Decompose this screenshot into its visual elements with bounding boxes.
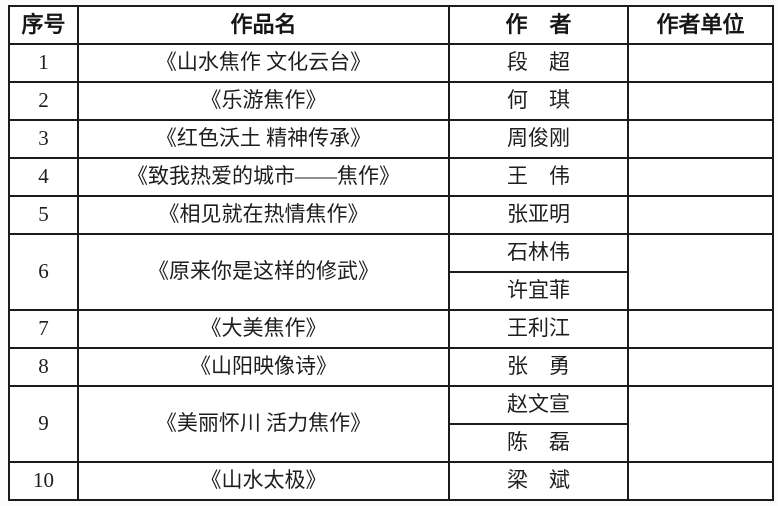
- author-cell: 陈 磊: [448, 423, 629, 463]
- table-row: 8 《山阳映像诗》 张 勇: [8, 347, 774, 387]
- table-row: 4 《致我热爱的城市——焦作》 王 伟: [8, 157, 774, 197]
- author-cell: 何 琪: [448, 81, 629, 121]
- unit-cell: [627, 347, 774, 387]
- col-header-serial: 序号: [8, 5, 79, 45]
- author-cell: 段 超: [448, 43, 629, 83]
- author-cell: 王利江: [448, 309, 629, 349]
- unit-cell: [627, 385, 774, 463]
- title-cell: 《山阳映像诗》: [77, 347, 450, 387]
- table-row: 2 《乐游焦作》 何 琪: [8, 81, 774, 121]
- table-row: 7 《大美焦作》 王利江: [8, 309, 774, 349]
- author-cell: 许宜菲: [448, 271, 629, 311]
- title-cell: 《山水焦作 文化云台》: [77, 43, 450, 83]
- author-cell: 梁 斌: [448, 461, 629, 501]
- title-cell: 《致我热爱的城市——焦作》: [77, 157, 450, 197]
- unit-cell: [627, 43, 774, 83]
- unit-cell: [627, 233, 774, 311]
- serial-cell: 1: [8, 43, 79, 83]
- unit-cell: [627, 119, 774, 159]
- unit-cell: [627, 309, 774, 349]
- col-header-title: 作品名: [77, 5, 450, 45]
- table-subrow: 陈 磊: [9, 423, 773, 463]
- table-row: 6 《原来你是这样的修武》 石林伟: [8, 233, 774, 311]
- table-row: 1 《山水焦作 文化云台》 段 超: [8, 43, 774, 83]
- table-row: 10 《山水太极》 梁 斌: [8, 461, 774, 501]
- serial-cell: 8: [8, 347, 79, 387]
- author-cell: 石林伟: [448, 233, 629, 273]
- header-row: 序号 作品名 作 者 作者单位: [8, 5, 774, 45]
- serial-cell: 6: [8, 233, 79, 311]
- title-cell: 《乐游焦作》: [77, 81, 450, 121]
- serial-cell: 4: [8, 157, 79, 197]
- document-page: 序号 作品名 作 者 作者单位 1 《山水焦作 文化云台》 段 超 2 《乐游焦…: [8, 5, 774, 501]
- author-cell: 赵文宣: [448, 385, 629, 425]
- unit-cell: [627, 195, 774, 235]
- title-cell: 《红色沃土 精神传承》: [77, 119, 450, 159]
- unit-cell: [627, 81, 774, 121]
- serial-cell: 3: [8, 119, 79, 159]
- serial-cell: 10: [8, 461, 79, 501]
- title-cell: 《大美焦作》: [77, 309, 450, 349]
- serial-cell: 7: [8, 309, 79, 349]
- title-cell: 《原来你是这样的修武》: [77, 233, 450, 311]
- author-cell: 周俊刚: [448, 119, 629, 159]
- works-table: 序号 作品名 作 者 作者单位 1 《山水焦作 文化云台》 段 超 2 《乐游焦…: [8, 5, 774, 501]
- serial-cell: 2: [8, 81, 79, 121]
- serial-cell: 5: [8, 195, 79, 235]
- table-subrow: 许宜菲: [9, 271, 773, 311]
- serial-cell: 9: [8, 385, 79, 463]
- table-row: 5 《相见就在热情焦作》 张亚明: [8, 195, 774, 235]
- table-row: 3 《红色沃土 精神传承》 周俊刚: [8, 119, 774, 159]
- unit-cell: [627, 157, 774, 197]
- unit-cell: [627, 461, 774, 501]
- table-row: 9 《美丽怀川 活力焦作》 赵文宣: [8, 385, 774, 463]
- col-header-unit: 作者单位: [627, 5, 774, 45]
- title-cell: 《美丽怀川 活力焦作》: [77, 385, 450, 463]
- author-cell: 王 伟: [448, 157, 629, 197]
- author-cell: 张亚明: [448, 195, 629, 235]
- author-cell: 张 勇: [448, 347, 629, 387]
- col-header-author: 作 者: [448, 5, 629, 45]
- title-cell: 《山水太极》: [77, 461, 450, 501]
- title-cell: 《相见就在热情焦作》: [77, 195, 450, 235]
